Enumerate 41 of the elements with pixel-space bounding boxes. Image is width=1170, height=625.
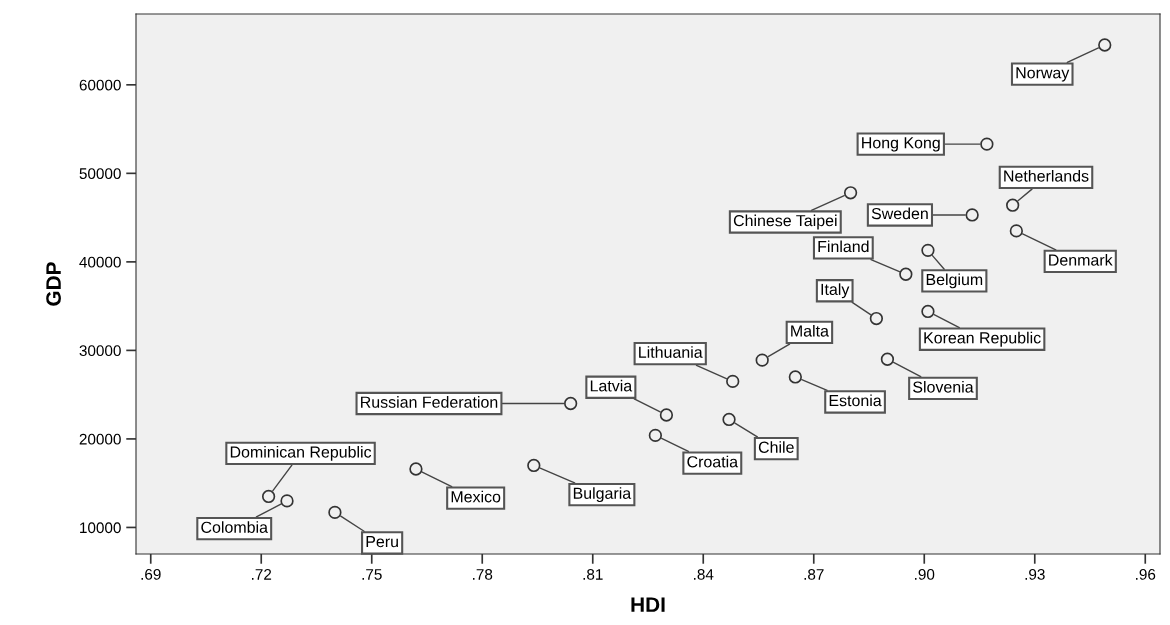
annotation: Russian Federation bbox=[361, 396, 498, 408]
annotation: Chile bbox=[758, 441, 794, 453]
annotation: Colombia bbox=[201, 521, 268, 533]
annotation: Korean Republic bbox=[924, 331, 1041, 347]
annotation: Bulgaria bbox=[573, 487, 632, 503]
y-tick-label: 20000 bbox=[79, 433, 121, 445]
annotation: Croatia bbox=[687, 455, 739, 468]
annotation: Denmark bbox=[1049, 254, 1113, 266]
y-tick-label: 10000 bbox=[80, 522, 121, 534]
annotation: Belgium bbox=[926, 273, 983, 289]
annotation: Malta bbox=[791, 324, 829, 337]
annotation: Finland bbox=[818, 240, 869, 253]
x-tick-label: .75 bbox=[362, 569, 382, 580]
annotation: Lithuania bbox=[639, 346, 703, 358]
y-axis-title: GDP bbox=[46, 262, 61, 306]
annotation: Sweden bbox=[871, 207, 928, 220]
annotation: Mexico bbox=[451, 490, 501, 503]
x-tick-label: .81 bbox=[583, 568, 603, 580]
y-tick-label: 30000 bbox=[79, 345, 121, 357]
annotation: Dominican Republic bbox=[230, 445, 372, 461]
x-tick-label: .90 bbox=[915, 568, 935, 580]
x-tick-label: .93 bbox=[1025, 568, 1045, 580]
annotation: Slovenia bbox=[913, 380, 974, 393]
x-tick-label: .72 bbox=[252, 568, 272, 580]
x-tick-label: .96 bbox=[1136, 568, 1156, 580]
x-tick-label: .87 bbox=[804, 568, 824, 580]
x-axis-title: HDI bbox=[631, 597, 665, 612]
y-tick-label: 50000 bbox=[79, 168, 121, 180]
annotation: Italy bbox=[821, 283, 850, 299]
annotation: Chinese Taipei bbox=[733, 214, 837, 230]
x-tick-label: .78 bbox=[473, 568, 493, 580]
x-tick-label: .84 bbox=[694, 568, 714, 580]
annotation: Peru bbox=[366, 536, 398, 548]
y-tick-label: 40000 bbox=[79, 256, 121, 268]
x-tick-label: .69 bbox=[141, 568, 161, 580]
annotation: Netherlands bbox=[1004, 169, 1089, 182]
annotation: Estonia bbox=[829, 394, 882, 407]
y-tick-label: 60000 bbox=[79, 79, 121, 91]
annotation: Norway bbox=[1016, 67, 1070, 82]
annotation: Latvia bbox=[590, 379, 633, 392]
annotation: Hong Kong bbox=[862, 137, 940, 152]
